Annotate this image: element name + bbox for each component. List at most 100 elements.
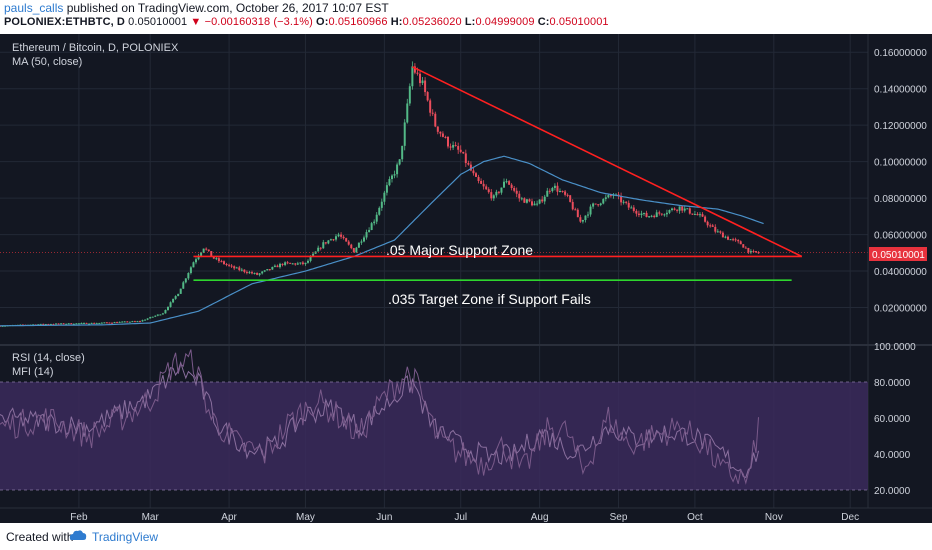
candle-body — [72, 323, 75, 325]
candle-body — [149, 317, 152, 319]
rsi-axis[interactable]: 100.0000 80.0000 60.0000 40.0000 20.0000 — [874, 342, 916, 497]
ohlc-header: POLONIEX:ETHBTC, D 0.05010001 ▼ −0.00160… — [4, 16, 609, 32]
price-axis[interactable]: 0.16000000 0.14000000 0.12000000 0.10000000… — [874, 48, 927, 314]
candle-body — [355, 247, 358, 253]
author-link[interactable]: pauls_calls — [4, 1, 64, 15]
candle-body — [434, 113, 437, 127]
candle-body — [296, 263, 299, 265]
time-tick-label: Oct — [687, 512, 703, 523]
candle-body — [719, 231, 722, 233]
candle-body — [408, 86, 411, 104]
candle-body — [696, 214, 699, 216]
candle-body — [711, 225, 714, 227]
candle-body — [469, 164, 472, 171]
pane-title: Ethereum / Bitcoin, D, POLONIEX — [12, 42, 179, 54]
candle-body — [261, 271, 264, 274]
candle-body — [505, 181, 508, 183]
candle-body — [576, 209, 579, 218]
price-candles[interactable] — [0, 61, 760, 327]
candle-body — [439, 131, 442, 134]
candle-body — [393, 174, 396, 176]
candle-body — [648, 216, 651, 218]
candle-body — [604, 197, 607, 200]
candle-body — [263, 270, 266, 272]
candle-body — [625, 201, 628, 203]
candle-body — [559, 191, 561, 193]
low-label: L: — [464, 16, 476, 28]
rsi-tick-label: 60.0000 — [874, 414, 911, 425]
candle-body — [235, 267, 238, 269]
candle-body — [273, 265, 276, 267]
candle-body — [133, 321, 136, 323]
candle-body — [256, 272, 259, 275]
candle-body — [632, 207, 635, 211]
candle-body — [472, 170, 475, 174]
candle-body — [607, 195, 610, 198]
candle-body — [184, 278, 187, 283]
chart-canvas[interactable]: Ethereum / Bitcoin, D, POLONIEX MA (50, … — [0, 34, 932, 523]
mfi-legend: MFI (14) — [12, 366, 54, 378]
candle-body — [538, 199, 541, 204]
candle-body — [365, 232, 368, 238]
candle-body — [332, 239, 335, 241]
candle-body — [691, 213, 694, 215]
candle-body — [146, 318, 149, 320]
candle-body — [724, 236, 727, 238]
candle-body — [419, 73, 421, 84]
time-tick-label: Jun — [376, 512, 392, 523]
time-axis[interactable]: Feb Mar Apr May Jun Jul Aug Sep Oct Nov Dec — [70, 512, 859, 523]
candle-body — [65, 323, 68, 325]
candle-body — [599, 203, 602, 205]
candle-body — [564, 191, 567, 195]
footer: Created with TradingView — [0, 523, 932, 550]
candle-body — [177, 293, 180, 297]
candle-body — [622, 201, 625, 203]
price-tick-label: 0.08000000 — [874, 194, 927, 205]
candle-body — [497, 191, 500, 193]
candle-body — [569, 195, 572, 202]
candle-body — [627, 202, 630, 208]
candle-body — [347, 241, 350, 245]
candle-body — [44, 324, 47, 326]
trendlines[interactable] — [0, 66, 868, 281]
candle-body — [467, 163, 470, 165]
candle-body — [579, 217, 582, 222]
candle-body — [1, 325, 4, 327]
candle-body — [161, 313, 164, 315]
candle-body — [391, 175, 393, 180]
candle-body — [144, 319, 147, 321]
candle-body — [240, 269, 243, 271]
created-with-text: Created with — [6, 530, 74, 544]
rsi-band — [0, 382, 868, 490]
candle-body — [352, 248, 355, 253]
candle-body — [653, 215, 656, 218]
candle-body — [495, 191, 498, 196]
candle-body — [686, 208, 689, 210]
candle-body — [436, 126, 439, 132]
candle-body — [118, 321, 121, 323]
support-annotation[interactable]: .05 Major Support Zone — [386, 242, 533, 258]
candle-body — [309, 256, 312, 261]
candle-body — [620, 195, 623, 203]
tradingview-logo-icon[interactable] — [68, 528, 88, 545]
candle-body — [574, 209, 577, 211]
candle-body — [289, 262, 292, 264]
candle-body — [286, 262, 289, 264]
candle-body — [243, 269, 246, 272]
candle-body — [60, 323, 63, 325]
tradingview-brand-link[interactable]: TradingView — [92, 530, 159, 544]
price-tick-label: 0.12000000 — [874, 121, 927, 132]
candle-body — [482, 183, 485, 187]
candle-body — [630, 207, 633, 209]
price-tick-label: 0.06000000 — [874, 231, 927, 242]
candle-body — [525, 199, 528, 203]
candle-body — [485, 186, 488, 190]
target-annotation[interactable]: .035 Target Zone if Support Fails — [388, 291, 591, 307]
candle-body — [721, 232, 724, 238]
price-tick-label: 0.14000000 — [874, 85, 927, 96]
candle-body — [380, 201, 383, 208]
candle-body — [279, 263, 281, 268]
candle-body — [693, 214, 696, 216]
candle-body — [276, 265, 279, 268]
candle-body — [167, 306, 169, 311]
